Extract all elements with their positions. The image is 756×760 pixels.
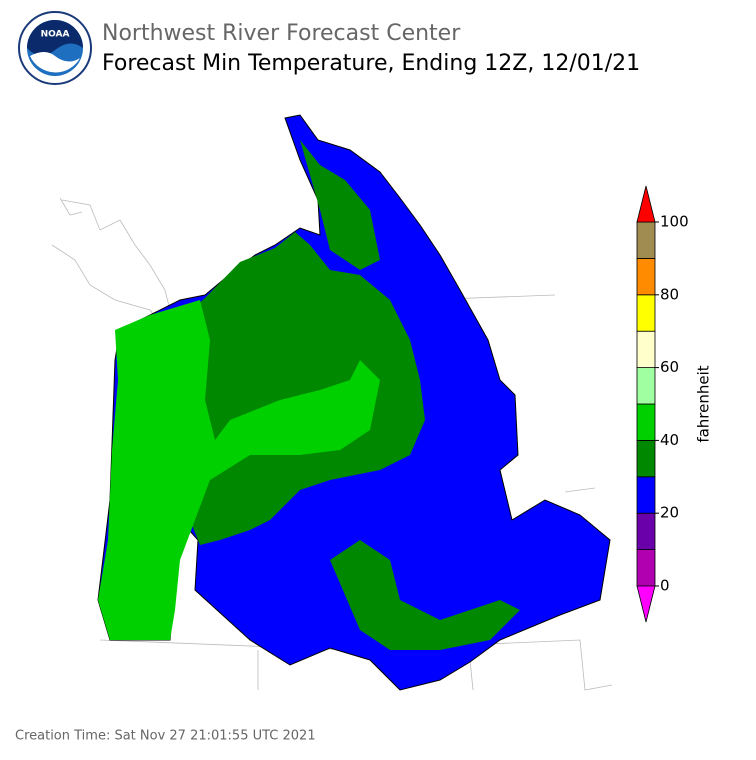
colorbar-tick-label: 20 <box>660 504 679 522</box>
colorbar-over <box>636 185 656 223</box>
colorbar-bin <box>636 294 656 332</box>
noaa-logo: NOAA <box>18 11 92 85</box>
org-name: Northwest River Forecast Center <box>102 21 461 46</box>
colorbar-label: fahrenheit <box>695 365 713 442</box>
colorbar-tick-label: 0 <box>660 577 670 595</box>
logo-text: NOAA <box>41 30 70 40</box>
colorbar-bin <box>636 221 656 259</box>
colorbar-bin <box>636 330 656 369</box>
colorbar-under <box>636 585 656 623</box>
colorbar-tick-label: 80 <box>660 285 679 303</box>
colorbar: fahrenheit 0 20 40 60 80 100 <box>636 185 713 623</box>
colorbar-bin <box>636 367 656 405</box>
colorbar-bin <box>636 257 656 296</box>
colorbar-tick-label: 60 <box>660 358 679 376</box>
map-title: Forecast Min Temperature, Ending 12Z, 12… <box>102 51 640 76</box>
colorbar-bin <box>636 403 656 441</box>
colorbar-bin <box>636 549 656 587</box>
colorbar-tick-label: 40 <box>660 431 679 449</box>
colorbar-bin <box>636 512 656 551</box>
map <box>51 114 613 691</box>
zone-light-green <box>98 300 380 640</box>
colorbar-tick-label: 100 <box>660 213 689 231</box>
colorbar-bin <box>636 439 656 478</box>
creation-time: Creation Time: Sat Nov 27 21:01:55 UTC 2… <box>15 729 316 744</box>
colorbar-bin <box>636 476 656 514</box>
